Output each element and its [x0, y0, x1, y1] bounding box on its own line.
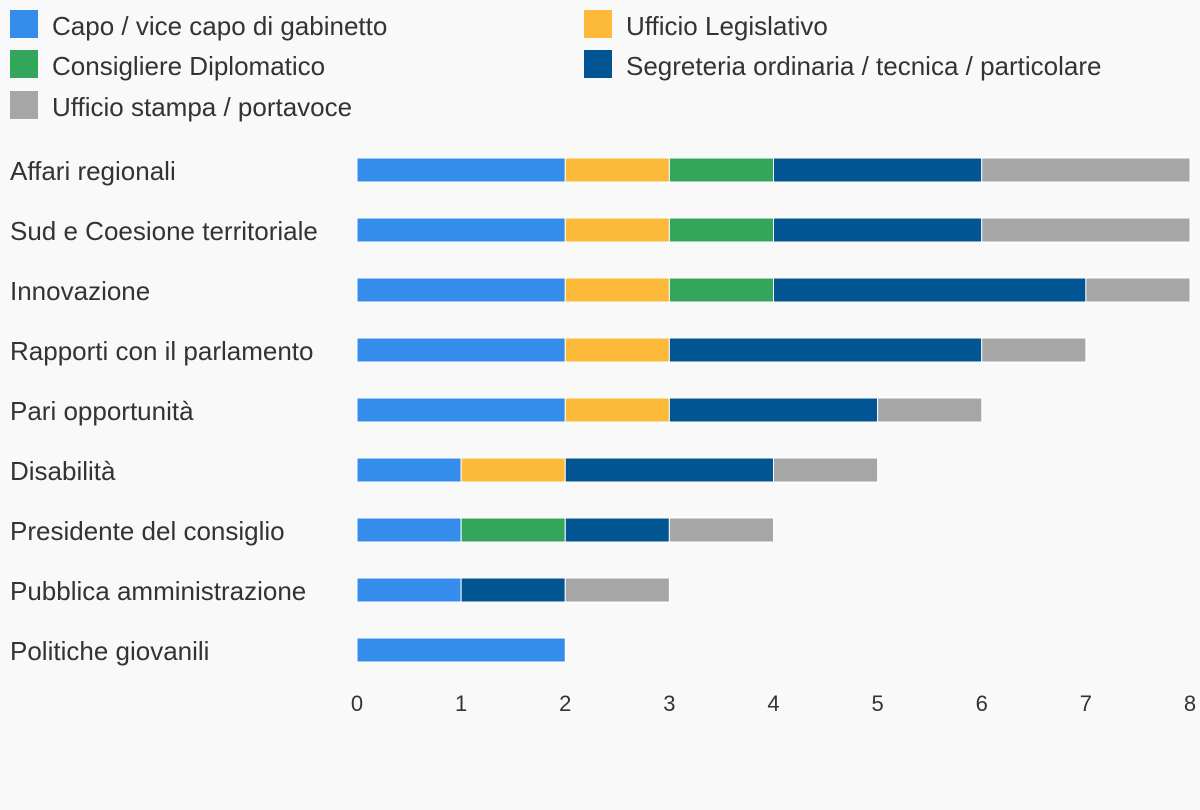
bar-row — [356, 517, 774, 543]
bar-segment — [564, 337, 670, 363]
x-tick-label: 4 — [767, 691, 779, 716]
bar-segment — [773, 457, 879, 483]
bar-segment — [668, 157, 774, 183]
legend-swatch — [10, 91, 38, 119]
legend-item: Consigliere Diplomatico — [10, 50, 325, 81]
bar-segment — [668, 517, 774, 543]
bar-segment — [668, 277, 774, 303]
legend-swatch — [584, 50, 612, 78]
legend-swatch — [10, 10, 38, 38]
category-labels: Affari regionali Sud e Coesione territori… — [10, 156, 318, 666]
legend-label: Capo / vice capo di gabinetto — [52, 11, 387, 41]
bar-segment — [460, 457, 566, 483]
bar-segment — [356, 397, 566, 423]
legend-item: Segreteria ordinaria / tecnica / partico… — [584, 50, 1101, 81]
bar-segment — [356, 277, 566, 303]
legend-label: Segreteria ordinaria / tecnica / partico… — [626, 51, 1101, 81]
bar-segment — [356, 637, 566, 663]
bar-row — [356, 457, 879, 483]
category-label: Innovazione — [10, 276, 150, 306]
x-tick-label: 2 — [559, 691, 571, 716]
bar-segment — [564, 217, 670, 243]
bar-segment — [877, 397, 983, 423]
bar-row — [356, 397, 983, 423]
bar-segment — [356, 157, 566, 183]
bar-segment — [668, 397, 879, 423]
category-label: Rapporti con il parlamento — [10, 336, 314, 366]
legend-item: Ufficio stampa / portavoce — [10, 91, 352, 122]
bar-segment — [564, 457, 774, 483]
bar-row — [356, 637, 566, 663]
bar-segment — [356, 577, 462, 603]
category-label: Disabilità — [10, 456, 116, 486]
x-tick-label: 7 — [1080, 691, 1092, 716]
bar-segment — [356, 217, 566, 243]
bar-segment — [1085, 277, 1191, 303]
bar-segment — [773, 217, 983, 243]
bar-segment — [773, 157, 983, 183]
legend-label: Ufficio stampa / portavoce — [52, 92, 352, 122]
bar-row — [356, 577, 670, 603]
category-label: Presidente del consiglio — [10, 516, 285, 546]
category-label: Sud e Coesione territoriale — [10, 216, 318, 246]
bar-row — [356, 217, 1191, 243]
legend-label: Ufficio Legislativo — [626, 11, 828, 41]
bar-segment — [460, 517, 566, 543]
x-tick-label: 6 — [976, 691, 988, 716]
x-tick-label: 3 — [663, 691, 675, 716]
category-label: Pari opportunità — [10, 396, 194, 426]
x-axis-ticks: 0 1 2 3 4 5 6 7 8 — [351, 691, 1196, 716]
legend-item: Ufficio Legislativo — [584, 10, 828, 41]
x-tick-label: 8 — [1184, 691, 1196, 716]
bar-segment — [564, 277, 670, 303]
category-label: Affari regionali — [10, 156, 176, 186]
bar-segment — [668, 337, 983, 363]
bar-row — [356, 157, 1191, 183]
bar-row — [356, 337, 1087, 363]
legend-label: Consigliere Diplomatico — [52, 51, 325, 81]
bar-segment — [564, 157, 670, 183]
bar-segment — [564, 397, 670, 423]
category-label: Pubblica amministrazione — [10, 576, 306, 606]
legend-item: Capo / vice capo di gabinetto — [10, 10, 387, 41]
bar-row — [356, 277, 1191, 303]
bar-segment — [981, 157, 1191, 183]
bar-segment — [981, 337, 1087, 363]
bar-segment — [564, 517, 670, 543]
x-tick-label: 0 — [351, 691, 363, 716]
bar-segment — [356, 517, 462, 543]
bar-segment — [460, 577, 566, 603]
bar-segment — [356, 457, 462, 483]
x-tick-label: 5 — [872, 691, 884, 716]
bar-segment — [981, 217, 1191, 243]
legend-swatch — [584, 10, 612, 38]
bar-segment — [668, 217, 774, 243]
bar-segment — [356, 337, 566, 363]
bar-segment — [773, 277, 1087, 303]
legend-swatch — [10, 50, 38, 78]
bar-segment — [564, 577, 670, 603]
legend: Capo / vice capo di gabinetto Ufficio Leg… — [10, 10, 1101, 122]
x-tick-label: 1 — [455, 691, 467, 716]
category-label: Politiche giovanili — [10, 636, 209, 666]
bars — [356, 157, 1191, 663]
